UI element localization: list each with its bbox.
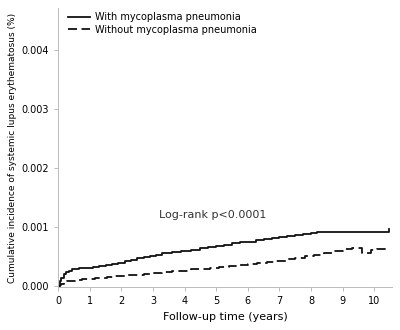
With mycoplasma pneumonia bbox=[269, 236, 274, 240]
Text: Log-rank p<0.0001: Log-rank p<0.0001 bbox=[159, 210, 267, 220]
With mycoplasma pneumonia bbox=[64, 272, 68, 276]
Line: Without mycoplasma pneumonia: Without mycoplasma pneumonia bbox=[58, 248, 388, 286]
With mycoplasma pneumonia bbox=[386, 227, 391, 231]
Without mycoplasma pneumonia bbox=[350, 246, 354, 249]
With mycoplasma pneumonia bbox=[170, 250, 174, 254]
Without mycoplasma pneumonia bbox=[375, 247, 380, 251]
With mycoplasma pneumonia bbox=[103, 264, 108, 268]
Without mycoplasma pneumonia bbox=[122, 273, 127, 277]
With mycoplasma pneumonia bbox=[293, 234, 298, 238]
Without mycoplasma pneumonia bbox=[80, 278, 84, 281]
Without mycoplasma pneumonia bbox=[198, 267, 203, 271]
X-axis label: Follow-up time (years): Follow-up time (years) bbox=[162, 312, 287, 322]
Line: With mycoplasma pneumonia: With mycoplasma pneumonia bbox=[58, 229, 388, 286]
With mycoplasma pneumonia bbox=[230, 242, 234, 246]
Y-axis label: Cumulative incidence of systemic lupus erythematosus (%): Cumulative incidence of systemic lupus e… bbox=[8, 13, 17, 283]
Legend: With mycoplasma pneumonia, Without mycoplasma pneumonia: With mycoplasma pneumonia, Without mycop… bbox=[66, 11, 258, 37]
Without mycoplasma pneumonia bbox=[141, 273, 146, 277]
Without mycoplasma pneumonia bbox=[56, 284, 60, 288]
With mycoplasma pneumonia bbox=[56, 284, 60, 288]
Without mycoplasma pneumonia bbox=[122, 275, 127, 279]
Without mycoplasma pneumonia bbox=[386, 246, 391, 249]
